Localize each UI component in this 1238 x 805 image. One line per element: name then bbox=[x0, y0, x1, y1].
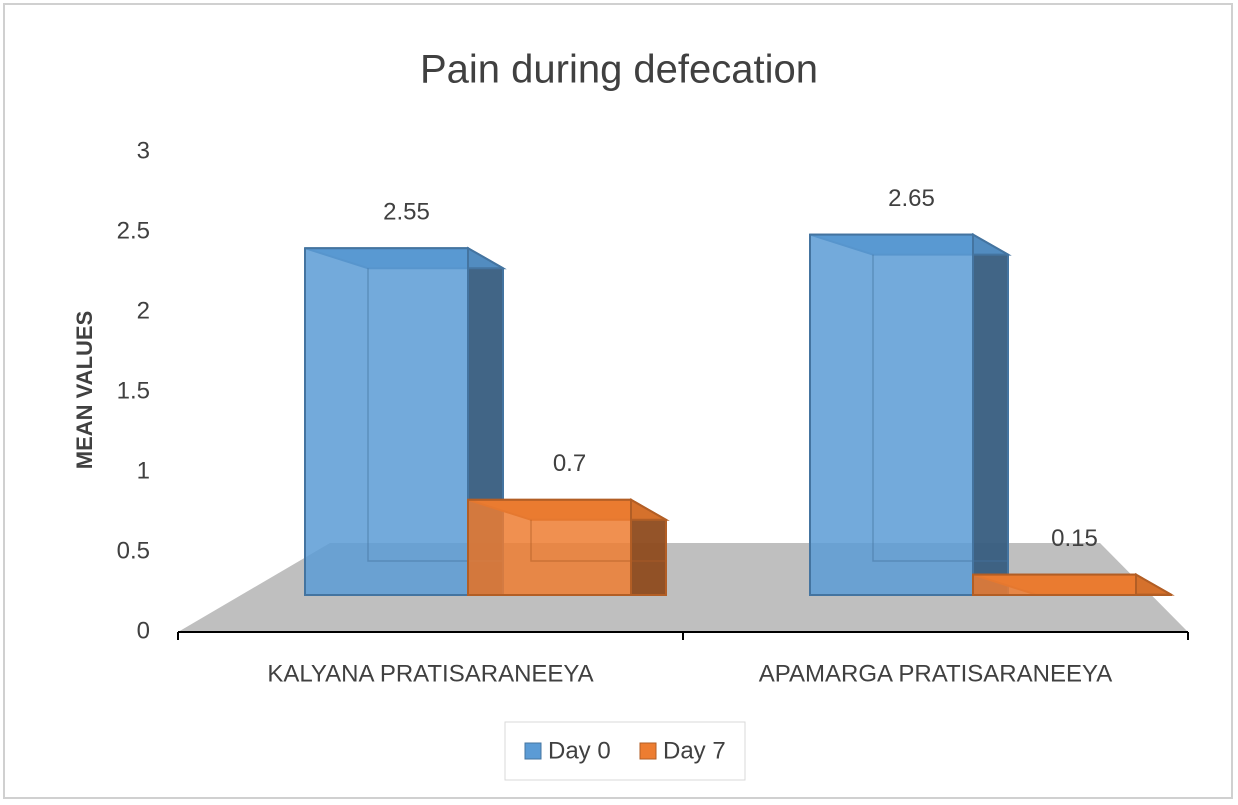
bar-front bbox=[809, 233, 974, 596]
y-tick-label: 1 bbox=[137, 457, 150, 484]
y-tick-label: 0.5 bbox=[117, 537, 150, 564]
bar bbox=[972, 572, 1175, 596]
legend-swatch bbox=[524, 742, 542, 760]
bar-side bbox=[972, 232, 1009, 596]
bar-front bbox=[972, 573, 1137, 596]
y-tick-label: 3 bbox=[137, 137, 150, 164]
bar-front bbox=[304, 247, 469, 596]
bar bbox=[304, 246, 507, 596]
bar bbox=[809, 232, 1012, 596]
legend-swatch bbox=[639, 742, 657, 760]
bar bbox=[467, 498, 670, 596]
y-tick-label: 1.5 bbox=[117, 377, 150, 404]
legend-label: Day 0 bbox=[548, 737, 611, 764]
bar-inner-edge bbox=[530, 519, 666, 562]
bar-inner-edge bbox=[367, 268, 503, 562]
x-tick-label: APAMARGA PRATISARANEEYA bbox=[759, 660, 1112, 687]
chart-title: Pain during defecation bbox=[420, 48, 818, 92]
data-label: 0.15 bbox=[1051, 525, 1098, 552]
y-tick-label: 2.5 bbox=[117, 217, 150, 244]
y-tick-label: 2 bbox=[137, 297, 150, 324]
legend-label: Day 7 bbox=[663, 737, 726, 764]
x-tick-label: KALYANA PRATISARANEEYA bbox=[267, 660, 593, 687]
bar-front bbox=[467, 498, 632, 596]
y-axis-title: MEAN VALUES bbox=[72, 311, 97, 470]
legend-box bbox=[504, 721, 746, 781]
data-label: 2.65 bbox=[888, 185, 935, 212]
y-tick-label: 0 bbox=[137, 617, 150, 644]
bar-inner-edge bbox=[872, 254, 1008, 562]
data-label: 2.55 bbox=[383, 199, 430, 226]
data-label: 0.7 bbox=[553, 450, 586, 477]
chart-border bbox=[3, 3, 1233, 799]
